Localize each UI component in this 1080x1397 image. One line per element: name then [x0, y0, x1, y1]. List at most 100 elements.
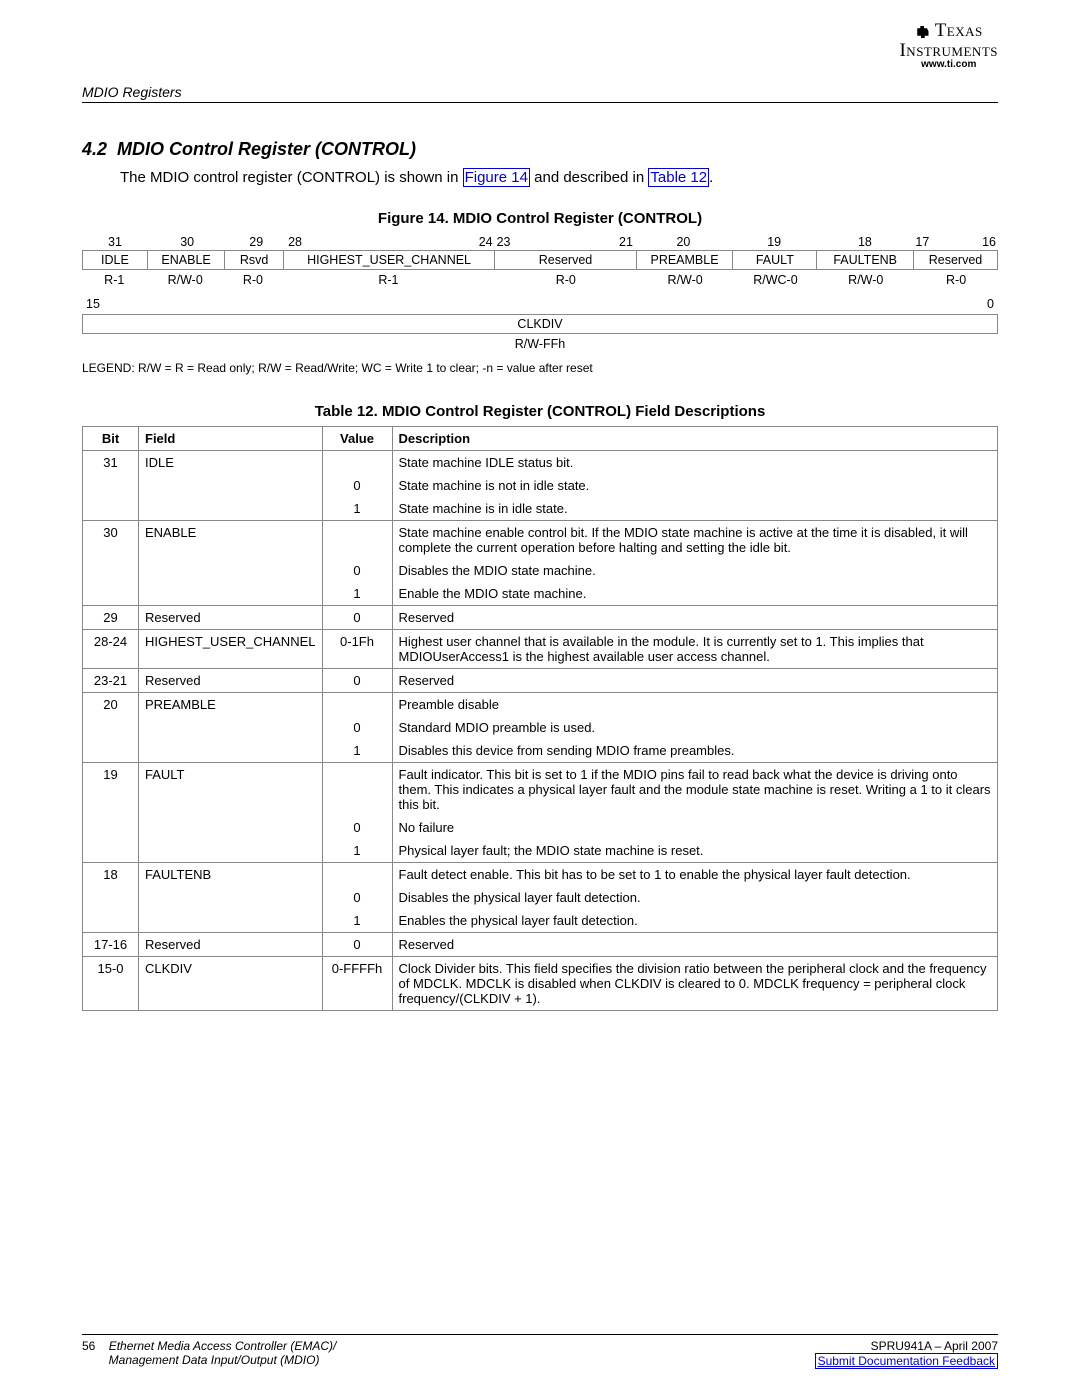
cell-bit: [83, 839, 139, 863]
table-header: Description: [392, 427, 998, 451]
rw-cell: R-0: [914, 271, 998, 289]
cell-field: FAULTENB: [139, 863, 323, 887]
cell-description: Reserved: [392, 669, 998, 693]
section-title: 4.2 MDIO Control Register (CONTROL): [82, 139, 998, 160]
table-row: 0No failure: [83, 816, 998, 839]
cell-field: PREAMBLE: [139, 693, 323, 717]
bit-label: 30: [180, 235, 194, 249]
cell-value: 0: [322, 669, 392, 693]
rw-cell: R/WC-0: [734, 271, 818, 289]
table-row: 29Reserved0Reserved: [83, 606, 998, 630]
table-row: 31IDLE State machine IDLE status bit.: [83, 451, 998, 475]
cell-value: 0: [322, 559, 392, 582]
bit-label: 18: [858, 235, 872, 249]
cell-value: [322, 451, 392, 475]
cell-bit: [83, 582, 139, 606]
logo: Texas Instruments www.ti.com: [899, 20, 998, 70]
cell-field: [139, 886, 323, 909]
cell-bit: 18: [83, 863, 139, 887]
header-rule: [82, 102, 998, 103]
cell-description: Disables the MDIO state machine.: [392, 559, 998, 582]
table-row: 1Enable the MDIO state machine.: [83, 582, 998, 606]
cell-description: Disables the physical layer fault detect…: [392, 886, 998, 909]
cell-description: Physical layer fault; the MDIO state mac…: [392, 839, 998, 863]
cell-bit: [83, 886, 139, 909]
cell-value: [322, 863, 392, 887]
cell-field: Reserved: [139, 606, 323, 630]
field-cell: ENABLE: [148, 250, 226, 270]
rw-cell: R/W-0: [817, 271, 914, 289]
footer-title1: Ethernet Media Access Controller (EMAC)/: [109, 1339, 337, 1353]
cell-bit: 31: [83, 451, 139, 475]
cell-bit: [83, 559, 139, 582]
bit-label: 28: [288, 235, 302, 249]
cell-bit: 15-0: [83, 957, 139, 1011]
table-row: 1Physical layer fault; the MDIO state ma…: [83, 839, 998, 863]
field-cell: PREAMBLE: [637, 250, 734, 270]
bit-label: 16: [982, 235, 996, 249]
figure-link[interactable]: Figure 14: [463, 168, 530, 187]
bit-label: 24: [479, 235, 493, 249]
table-row: 15-0CLKDIV0-FFFFhClock Divider bits. Thi…: [83, 957, 998, 1011]
table-row: 19FAULTFault indicator. This bit is set …: [83, 763, 998, 817]
page-number: 56: [82, 1339, 95, 1353]
cell-description: State machine IDLE status bit.: [392, 451, 998, 475]
feedback-link[interactable]: Submit Documentation Feedback: [818, 1354, 995, 1368]
logo-line2: Instruments: [899, 42, 998, 59]
cell-description: Fault detect enable. This bit has to be …: [392, 863, 998, 887]
table-link[interactable]: Table 12: [648, 168, 709, 187]
table-row: 18FAULTENB Fault detect enable. This bit …: [83, 863, 998, 887]
footer-rule: [82, 1334, 998, 1335]
cell-description: State machine is not in idle state.: [392, 474, 998, 497]
doc-id: SPRU941A – April 2007: [871, 1339, 998, 1353]
cell-description: Standard MDIO preamble is used.: [392, 716, 998, 739]
cell-description: No failure: [392, 816, 998, 839]
figure-legend: LEGEND: R/W = R = Read only; R/W = Read/…: [82, 361, 998, 375]
cell-value: [322, 693, 392, 717]
cell-description: Preamble disable: [392, 693, 998, 717]
running-header: MDIO Registers: [82, 84, 998, 100]
field-cell: IDLE: [82, 250, 148, 270]
table-row: 20PREAMBLEPreamble disable: [83, 693, 998, 717]
field-cell: Rsvd: [225, 250, 283, 270]
field-cell: CLKDIV: [82, 314, 998, 334]
cell-value: 1: [322, 497, 392, 521]
field-descriptions-table: BitFieldValueDescription 31IDLE State mac…: [82, 426, 998, 1011]
cell-bit: 19: [83, 763, 139, 817]
cell-bit: 28-24: [83, 630, 139, 669]
bit-number: 2321: [495, 235, 635, 249]
cell-value: 0: [322, 933, 392, 957]
table-header: Value: [322, 427, 392, 451]
table-header: Bit: [83, 427, 139, 451]
bit-number: 29: [226, 235, 286, 249]
bit-left: 15: [86, 295, 100, 313]
cell-description: Clock Divider bits. This field specifies…: [392, 957, 998, 1011]
rw-cell: R/W-0: [147, 271, 224, 289]
section-name: MDIO Control Register (CONTROL): [117, 139, 416, 159]
cell-field: IDLE: [139, 451, 323, 475]
cell-bit: 30: [83, 521, 139, 560]
rw-cell: R-0: [224, 271, 282, 289]
cell-field: [139, 559, 323, 582]
intro-post: .: [709, 169, 713, 186]
table-row: 1State machine is in idle state.: [83, 497, 998, 521]
cell-value: 0: [322, 474, 392, 497]
cell-field: CLKDIV: [139, 957, 323, 1011]
register-figure: 313029282423212019181716 IDLEENABLERsvdH…: [82, 235, 998, 353]
cell-value: 1: [322, 909, 392, 933]
cell-bit: 29: [83, 606, 139, 630]
field-cell: Reserved: [495, 250, 636, 270]
table-row: 0Disables the physical layer fault detec…: [83, 886, 998, 909]
bit-number: 1716: [913, 235, 998, 249]
legend-text-pre: LEGEND: R/W = R = Read only; R/W = Read/…: [82, 361, 593, 375]
bit-number: 18: [816, 235, 913, 249]
cell-field: HIGHEST_USER_CHANNEL: [139, 630, 323, 669]
cell-field: FAULT: [139, 763, 323, 817]
table-row: 0Standard MDIO preamble is used.: [83, 716, 998, 739]
bit-label: 23: [497, 235, 511, 249]
field-cell: FAULT: [733, 250, 817, 270]
table-header: Field: [139, 427, 323, 451]
cell-field: [139, 739, 323, 763]
cell-description: Enables the physical layer fault detecti…: [392, 909, 998, 933]
bit-label: 19: [767, 235, 781, 249]
